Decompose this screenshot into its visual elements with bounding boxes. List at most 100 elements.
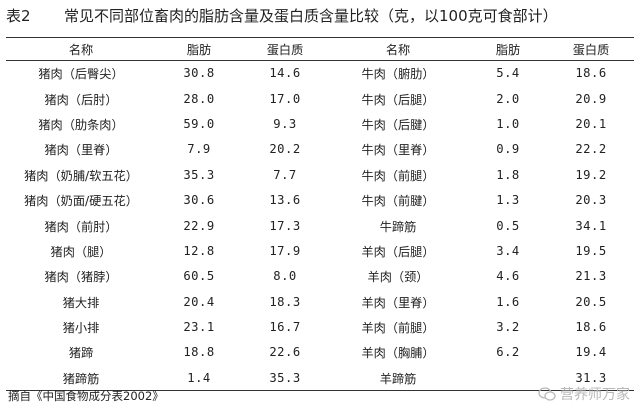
food-name-right: 羊肉（后腿）	[361, 244, 435, 259]
protein-value-left: 20.2	[269, 142, 301, 157]
fat-value-left: 22.9	[183, 218, 215, 233]
food-name-right: 牛肉（里脊）	[361, 143, 435, 158]
food-name-right: 牛蹄筋	[379, 219, 417, 234]
fat-value-left: 35.3	[183, 167, 215, 182]
fat-value-left: 18.8	[183, 345, 215, 360]
protein-value-left: 18.3	[269, 294, 301, 309]
food-name-right: 羊蹄筋	[379, 371, 417, 386]
header-protein-right: 蛋白质	[572, 43, 610, 57]
table-row: 猪肉（后肘） 28.0 17.0 牛肉（后腿） 2.0 20.9	[6, 86, 634, 111]
table-row: 猪肉（里脊） 7.9 20.2 牛肉（里脊） 0.9 22.2	[6, 137, 634, 162]
protein-value-left: 35.3	[269, 370, 301, 385]
protein-value-right: 19.5	[575, 243, 607, 258]
fat-value-right: 5.4	[496, 66, 520, 81]
wechat-icon	[538, 387, 556, 401]
food-name-left: 猪肉（猪脖）	[44, 270, 118, 285]
fat-value-left: 12.8	[183, 243, 215, 258]
protein-value-left: 13.6	[269, 193, 301, 208]
food-name-left: 猪蹄筋	[62, 371, 100, 386]
food-name-right: 羊肉（胸脯）	[361, 346, 435, 361]
protein-value-left: 8.0	[273, 269, 297, 284]
food-name-left: 猪小排	[62, 321, 100, 336]
table-row: 猪小排 23.1 16.7 羊肉（前腿） 3.2 18.6	[6, 314, 634, 339]
header-protein-left: 蛋白质	[266, 43, 304, 57]
food-name-right: 牛肉（后腿）	[361, 92, 435, 107]
table-row: 猪肉（腿） 12.8 17.9 羊肉（后腿） 3.4 19.5	[6, 238, 634, 263]
table-number: 表2	[6, 7, 31, 25]
protein-value-right: 31.3	[575, 370, 607, 385]
protein-value-right: 20.5	[575, 294, 607, 309]
fat-value-right: 2.0	[496, 91, 520, 106]
food-name-left: 猪肉（后臀尖）	[38, 67, 124, 82]
fat-value-right: 6.2	[496, 345, 520, 360]
food-name-left: 猪肉（腿）	[50, 244, 112, 259]
fat-value-right: 3.2	[496, 320, 520, 335]
fat-value-left: 23.1	[183, 320, 215, 335]
food-name-right: 羊肉（前腿）	[361, 321, 435, 336]
fat-value-left: 30.8	[183, 66, 215, 81]
header-name-left: 名称	[68, 43, 94, 57]
food-name-right: 羊肉（里脊）	[361, 295, 435, 310]
protein-value-right: 22.2	[575, 142, 607, 157]
protein-value-right: 34.1	[575, 218, 607, 233]
table-row: 猪大排 20.4 18.3 羊肉（里脊） 1.6 20.5	[6, 289, 634, 314]
fat-value-left: 28.0	[183, 91, 215, 106]
protein-value-right: 20.3	[575, 193, 607, 208]
food-name-left: 猪肉（里脊）	[44, 143, 118, 158]
fat-value-left: 20.4	[183, 294, 215, 309]
fat-value-right	[468, 365, 548, 390]
food-name-left: 猪肉（奶脯/软五花）	[24, 168, 138, 183]
fat-value-left: 60.5	[183, 269, 215, 284]
food-name-left: 猪肉（后肘）	[44, 92, 118, 107]
protein-value-left: 22.6	[269, 345, 301, 360]
food-name-right: 牛肉（后腱）	[361, 117, 435, 132]
protein-value-right: 20.1	[575, 116, 607, 131]
protein-value-left: 17.0	[269, 91, 301, 106]
watermark: 营养师万家	[538, 384, 630, 404]
protein-value-left: 14.6	[269, 66, 301, 81]
protein-value-left: 17.9	[269, 243, 301, 258]
header-fat-right: 脂肪	[495, 43, 521, 57]
table-caption: 常见不同部位畜肉的脂肪含量及蛋白质含量比较（克，以100克可食部计）	[64, 7, 558, 25]
fat-value-right: 4.6	[496, 269, 520, 284]
fat-value-right: 3.4	[496, 243, 520, 258]
header-fat-left: 脂肪	[186, 43, 212, 57]
table-row: 猪肉（前肘） 22.9 17.3 牛蹄筋 0.5 34.1	[6, 213, 634, 238]
protein-value-right: 19.4	[575, 345, 607, 360]
protein-value-right: 18.6	[575, 320, 607, 335]
food-name-right: 牛肉（前腿）	[361, 168, 435, 183]
protein-value-right: 19.2	[575, 167, 607, 182]
table-row: 猪蹄 18.8 22.6 羊肉（胸脯） 6.2 19.4	[6, 340, 634, 365]
food-name-left: 猪蹄	[68, 346, 94, 361]
food-name-left: 猪大排	[62, 295, 100, 310]
fat-value-left: 30.6	[183, 193, 215, 208]
fat-value-left: 1.4	[187, 370, 211, 385]
table-row: 猪肉（猪脖） 60.5 8.0 羊肉（颈） 4.6 21.3	[6, 264, 634, 289]
source-note: 摘自《中国食物成分表2002》	[8, 389, 164, 403]
food-name-left: 猪肉（前肘）	[44, 219, 118, 234]
table-row: 猪肉（奶面/硬五花） 30.6 13.6 牛肉（前腱） 1.3 20.3	[6, 187, 634, 212]
food-name-left: 猪肉（肋条肉）	[38, 117, 124, 132]
protein-value-right: 18.6	[575, 66, 607, 81]
protein-value-left: 9.3	[273, 116, 297, 131]
food-name-right: 羊肉（颈）	[367, 270, 429, 285]
fat-value-right: 1.6	[496, 294, 520, 309]
protein-value-left: 17.3	[269, 218, 301, 233]
header-row: 名称 脂肪 蛋白质 名称 脂肪 蛋白质	[6, 37, 634, 61]
fat-value-left: 59.0	[183, 116, 215, 131]
food-name-right: 牛肉（腑肋）	[361, 67, 435, 82]
fat-value-right: 1.3	[496, 193, 520, 208]
protein-value-left: 7.7	[273, 167, 297, 182]
fat-value-right: 0.5	[496, 218, 520, 233]
protein-value-right: 20.9	[575, 91, 607, 106]
table-row: 猪肉（肋条肉） 59.0 9.3 牛肉（后腱） 1.0 20.1	[6, 111, 634, 136]
protein-value-right: 21.3	[575, 269, 607, 284]
table-title: 表2 常见不同部位畜肉的脂肪含量及蛋白质含量比较（克，以100克可食部计）	[6, 6, 636, 26]
table-row: 猪肉（奶脯/软五花） 35.3 7.7 牛肉（前腿） 1.8 19.2	[6, 162, 634, 187]
fat-value-right: 1.8	[496, 167, 520, 182]
watermark-text: 营养师万家	[560, 387, 630, 403]
food-name-left: 猪肉（奶面/硬五花）	[24, 194, 138, 209]
protein-value-left: 16.7	[269, 320, 301, 335]
nutrition-table: 名称 脂肪 蛋白质 名称 脂肪 蛋白质 猪肉（后臀尖） 30.8 14.6 牛肉（腑肋…	[6, 37, 634, 391]
header-name-right: 名称	[385, 43, 411, 57]
